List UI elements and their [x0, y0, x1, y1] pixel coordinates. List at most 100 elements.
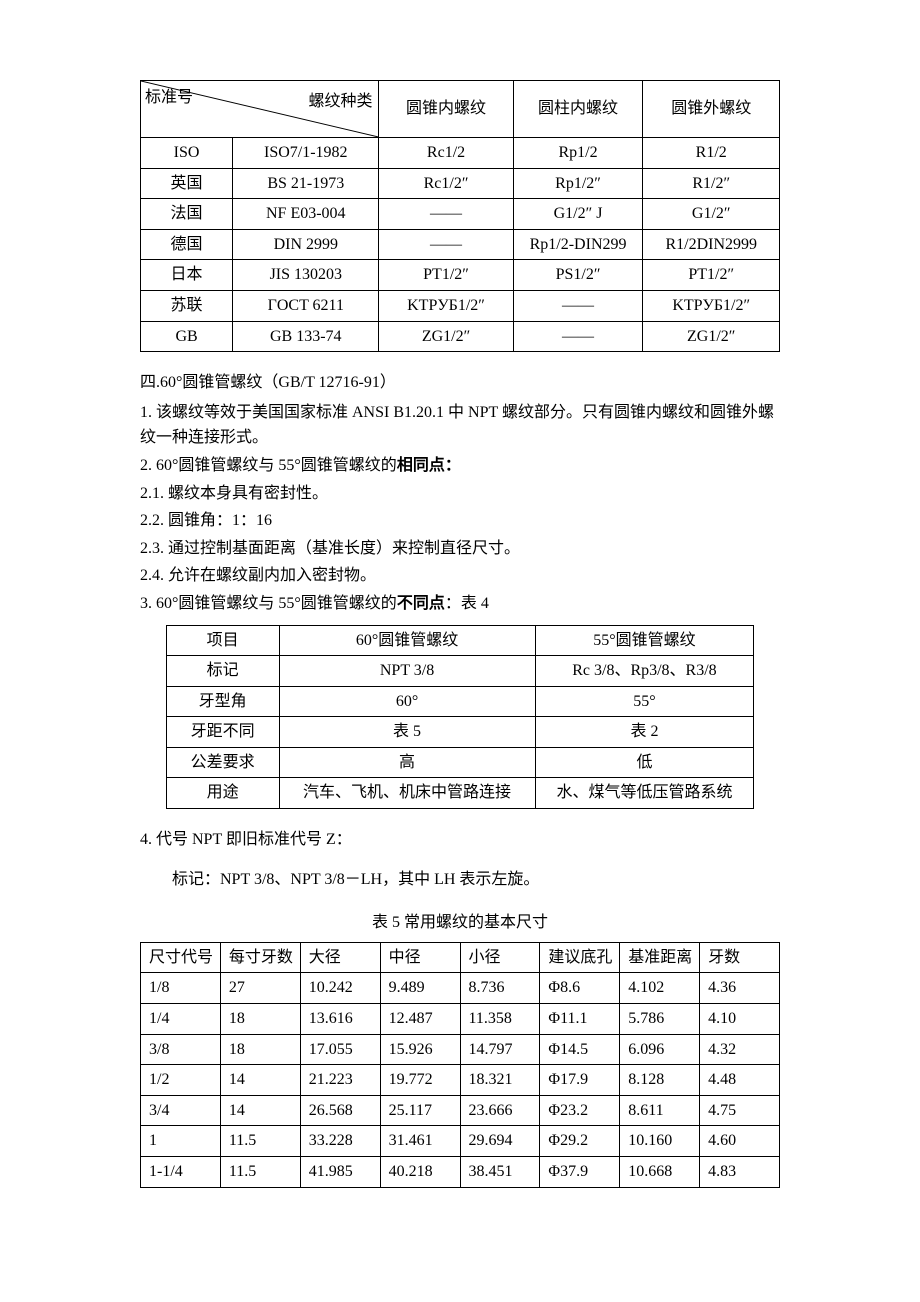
list-item: 2.2. 圆锥角：1：16	[140, 508, 780, 534]
table-cell: 1/2	[141, 1065, 221, 1096]
table-cell: Rp1/2	[513, 138, 643, 169]
table-cell: 4.83	[700, 1157, 780, 1188]
text: 3. 60°圆锥管螺纹与 55°圆锥管螺纹的	[140, 595, 397, 612]
table-cell: 10.668	[620, 1157, 700, 1188]
table-cell: 高	[279, 747, 535, 778]
table-cell: G1/2″	[643, 199, 780, 230]
table-cell: ISO7/1-1982	[233, 138, 379, 169]
section-heading: 四.60°圆锥管螺纹（GB/T 12716-91）	[140, 370, 780, 396]
table-cell: 12.487	[380, 1004, 460, 1035]
list-item: 2.1. 螺纹本身具有密封性。	[140, 481, 780, 507]
col-header: 中径	[380, 942, 460, 973]
table-cell: 14.797	[460, 1034, 540, 1065]
table-cell: BS 21-1973	[233, 168, 379, 199]
table-cell: 9.489	[380, 973, 460, 1004]
table-cell: 表 2	[535, 717, 754, 748]
table-cell: 1/8	[141, 973, 221, 1004]
table-cell: 4.102	[620, 973, 700, 1004]
diag-left-label: 标准号	[145, 85, 193, 111]
table-row: 用途汽车、飞机、机床中管路连接水、煤气等低压管路系统	[166, 778, 754, 809]
paragraph: 4. 代号 NPT 即旧标准代号 Z：	[140, 827, 780, 853]
table-row: 牙型角60°55°	[166, 686, 754, 717]
table-cell: ——	[379, 229, 513, 260]
table-cell: 4.32	[700, 1034, 780, 1065]
table-cell: 4.10	[700, 1004, 780, 1035]
col-header: 圆锥内螺纹	[379, 81, 513, 138]
table-cell: 5.786	[620, 1004, 700, 1035]
table-cell: Rp1/2-DIN299	[513, 229, 643, 260]
table-cell: 日本	[141, 260, 233, 291]
table-row: 苏联ГOCT 6211KTPУБ1/2″——KTPУБ1/2″	[141, 290, 780, 321]
col-header: 基准距离	[620, 942, 700, 973]
table-cell: 低	[535, 747, 754, 778]
table-cell: Φ14.5	[540, 1034, 620, 1065]
col-header: 建议底孔	[540, 942, 620, 973]
table-cell: 60°	[279, 686, 535, 717]
col-header: 55°圆锥管螺纹	[535, 625, 754, 656]
table-cell: 4.48	[700, 1065, 780, 1096]
table-header-row: 尺寸代号 每寸牙数 大径 中径 小径 建议底孔 基准距离 牙数	[141, 942, 780, 973]
table-cell: 26.568	[300, 1095, 380, 1126]
diag-right-label: 螺纹种类	[308, 89, 372, 115]
table-cell: 23.666	[460, 1095, 540, 1126]
table-cell: 17.055	[300, 1034, 380, 1065]
table-cell: Φ37.9	[540, 1157, 620, 1188]
table-cell: 4.75	[700, 1095, 780, 1126]
table-cell: 汽车、飞机、机床中管路连接	[279, 778, 535, 809]
table-cell: JIS 130203	[233, 260, 379, 291]
bold-text: 不同点	[397, 595, 445, 612]
table-cell: Rc1/2	[379, 138, 513, 169]
table-cell: Φ17.9	[540, 1065, 620, 1096]
table-row: 1/82710.2429.4898.736Φ8.64.1024.36	[141, 973, 780, 1004]
table-cell: GB	[141, 321, 233, 352]
table-cell: 1-1/4	[141, 1157, 221, 1188]
table-cell: 27	[220, 973, 300, 1004]
table-cell: 水、煤气等低压管路系统	[535, 778, 754, 809]
col-header: 大径	[300, 942, 380, 973]
paragraph: 3. 60°圆锥管螺纹与 55°圆锥管螺纹的不同点：表 4	[140, 591, 780, 617]
table-cell: Rp1/2″	[513, 168, 643, 199]
table-cell: 3/4	[141, 1095, 221, 1126]
table-cell: KTPУБ1/2″	[643, 290, 780, 321]
paragraph: 1. 该螺纹等效于美国国家标准 ANSI B1.20.1 中 NPT 螺纹部分。…	[140, 400, 780, 451]
diagonal-header: 标准号 螺纹种类	[141, 81, 379, 138]
table-cell: 25.117	[380, 1095, 460, 1126]
table-cell: 8.736	[460, 973, 540, 1004]
table-row: 德国DIN 2999——Rp1/2-DIN299R1/2DIN2999	[141, 229, 780, 260]
table-cell: G1/2″ J	[513, 199, 643, 230]
table-cell: 10.242	[300, 973, 380, 1004]
col-header: 圆柱内螺纹	[513, 81, 643, 138]
table-caption: 表 5 常用螺纹的基本尺寸	[140, 910, 780, 936]
table-cell: 14	[220, 1095, 300, 1126]
table-cell: PT1/2″	[643, 260, 780, 291]
table-cell: 11.5	[220, 1126, 300, 1157]
table-cell: 4.60	[700, 1126, 780, 1157]
table-cell: 18	[220, 1034, 300, 1065]
table-cell: PS1/2″	[513, 260, 643, 291]
list-item: 2.3. 通过控制基面距离（基准长度）来控制直径尺寸。	[140, 536, 780, 562]
table-cell: ——	[513, 290, 643, 321]
table-cell: 11.358	[460, 1004, 540, 1035]
table-cell: 19.772	[380, 1065, 460, 1096]
table-cell: 31.461	[380, 1126, 460, 1157]
table-header-row: 标准号 螺纹种类 圆锥内螺纹 圆柱内螺纹 圆锥外螺纹	[141, 81, 780, 138]
col-header: 60°圆锥管螺纹	[279, 625, 535, 656]
table-cell: 11.5	[220, 1157, 300, 1188]
table-row: ISOISO7/1-1982Rc1/2Rp1/2R1/2	[141, 138, 780, 169]
table-cell: 41.985	[300, 1157, 380, 1188]
table-row: 标记NPT 3/8Rc 3/8、Rp3/8、R3/8	[166, 656, 754, 687]
bold-text: 相同点：	[397, 457, 461, 474]
table-cell: 21.223	[300, 1065, 380, 1096]
table-cell: ZG1/2″	[643, 321, 780, 352]
table-cell: ——	[379, 199, 513, 230]
table-row: 1-1/411.541.98540.21838.451Φ37.910.6684.…	[141, 1157, 780, 1188]
table-row: 1/21421.22319.77218.321Φ17.98.1284.48	[141, 1065, 780, 1096]
col-header: 尺寸代号	[141, 942, 221, 973]
table-cell: 1	[141, 1126, 221, 1157]
list-item: 2.4. 允许在螺纹副内加入密封物。	[140, 563, 780, 589]
table-row: 1/41813.61612.48711.358Φ11.15.7864.10	[141, 1004, 780, 1035]
table-cell: 德国	[141, 229, 233, 260]
table-cell: ZG1/2″	[379, 321, 513, 352]
table-row: 英国BS 21-1973Rc1/2″Rp1/2″R1/2″	[141, 168, 780, 199]
table-cell: 用途	[166, 778, 279, 809]
